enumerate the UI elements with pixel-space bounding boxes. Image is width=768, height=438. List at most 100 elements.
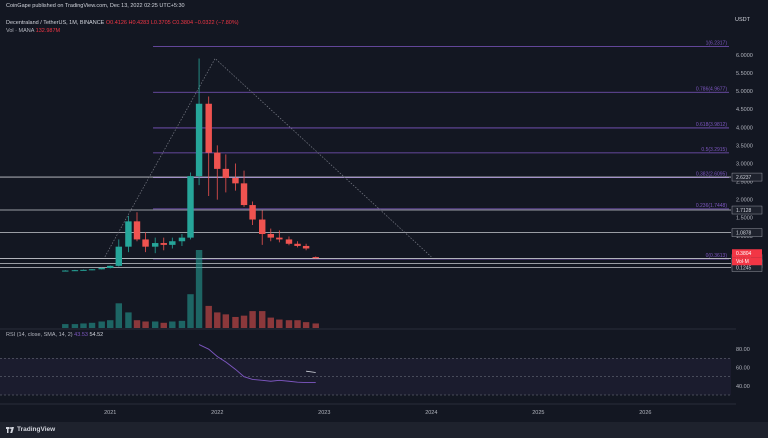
volume-bar	[267, 317, 274, 328]
level-price-tag	[731, 205, 763, 215]
level-price-label: 0.1245	[736, 265, 752, 271]
volume-bar	[62, 324, 69, 328]
price-axis-tick: 5.5000	[736, 71, 753, 77]
level-price-label: 1.7128	[736, 208, 752, 214]
volume-bar	[142, 321, 149, 328]
candle-body	[169, 241, 176, 245]
candle-body	[232, 177, 239, 184]
current-price-label: 0.3804	[736, 251, 752, 257]
fib-level-label: 0.236(1.7448)	[696, 203, 727, 209]
volume-bar	[249, 311, 256, 328]
time-axis-tick: 2026	[639, 410, 651, 416]
fib-level-label: 0.382(2.6095)	[696, 172, 727, 178]
candle-body	[214, 152, 221, 169]
candle-body	[98, 268, 105, 270]
volume-label: Vol · MANA	[6, 28, 35, 34]
tradingview-logo-icon	[6, 427, 14, 433]
volume-bar	[187, 294, 194, 328]
volume-bar	[125, 312, 132, 328]
fib-level-label: 1(6.2317)	[706, 41, 728, 47]
price-axis-tick: 2.0000	[736, 198, 753, 204]
footer-brand: TradingView	[17, 426, 56, 433]
rsi-axis-tick: 40.00	[736, 384, 750, 390]
volume-bar	[160, 322, 167, 328]
price-chart[interactable]: 6.0000 5.5000 5.0000 4.5000 4.0000 3.5000 3.00…	[0, 0, 768, 422]
candle-body	[276, 237, 283, 240]
volume-bar	[276, 319, 283, 328]
currency-label: USDT	[735, 17, 750, 23]
candle-body	[222, 168, 230, 178]
candle-body	[115, 246, 123, 266]
rsi-value: 43.53	[74, 332, 88, 338]
projection-path	[104, 57, 432, 258]
candle-body	[249, 205, 256, 220]
rsi-axis-tick: 80.00	[736, 347, 750, 353]
volume-bar	[240, 315, 248, 328]
volume-bar	[285, 320, 293, 328]
candle-body	[160, 243, 167, 245]
volume-bar	[214, 312, 221, 328]
rsi-line	[198, 344, 316, 384]
candle-body	[107, 265, 114, 269]
rsi-legend[interactable]: RSI (14, close, SMA, 14, 2) 43.53 54.52	[6, 332, 103, 339]
time-axis-tick: 2021	[104, 410, 116, 416]
volume-bar	[302, 322, 310, 328]
price-axis-tick: 6.0000	[736, 53, 753, 59]
volume-tag	[732, 257, 762, 266]
rsi-label: RSI (14, close, SMA, 14, 2)	[6, 332, 73, 338]
candle-body	[125, 221, 132, 247]
time-axis-tick: 2022	[211, 410, 223, 416]
fib-level-label: 0(0.3613)	[706, 253, 728, 259]
volume-legend[interactable]: Vol · MANA 132.987M	[6, 28, 60, 35]
rsi-axis-tick: 60.00	[736, 366, 750, 372]
volume-bar	[133, 320, 141, 328]
volume-bar	[205, 305, 212, 328]
symbol-legend[interactable]: Decentraland / TetherUS, 1M, BINANCE O0.…	[6, 20, 239, 27]
candle-body	[187, 176, 194, 238]
price-axis-tick: 4.5000	[736, 107, 753, 113]
footer-bar: TradingView	[0, 422, 768, 438]
volume-bar	[294, 320, 301, 328]
candle-body	[178, 237, 186, 242]
ohlc-values: O0.4126 H0.4283 L0.3705 C0.3804 −0.0322 …	[105, 20, 239, 26]
volume-bar	[115, 303, 123, 328]
price-axis-tick: 4.0000	[736, 125, 753, 131]
price-axis-tick: 5.0000	[736, 89, 753, 95]
fib-level-label: 0.618(3.9812)	[696, 122, 727, 128]
time-axis-tick: 2024	[425, 410, 437, 416]
candle-body	[151, 243, 159, 247]
price-axis-tick: 3.0000	[736, 161, 753, 167]
candle-body	[205, 103, 212, 153]
rsi-sma-line	[306, 370, 316, 373]
volume-bar	[195, 250, 203, 328]
level-price-tag	[731, 228, 763, 237]
candle-body	[285, 239, 293, 244]
fib-level-label: 0.786(4.9677)	[696, 86, 727, 92]
candle-body	[267, 234, 274, 238]
candle-body	[240, 183, 248, 206]
candle-body	[142, 239, 149, 247]
volume-bar	[88, 322, 96, 328]
volume-bar	[98, 321, 105, 328]
current-price-tag	[732, 249, 762, 258]
candle-body	[88, 269, 96, 271]
candle-body	[62, 270, 69, 272]
candle-body	[133, 221, 141, 240]
volume-value: 132.987M	[35, 28, 61, 34]
time-axis-tick: 2023	[318, 410, 330, 416]
volume-bar	[232, 316, 239, 328]
volume-bar	[80, 323, 87, 328]
price-axis-tick: 2.5000	[736, 180, 753, 186]
volume-bar	[222, 314, 230, 328]
candle-body	[294, 243, 301, 246]
volume-bar	[107, 320, 114, 328]
candle-body	[312, 257, 319, 259]
symbol-name: Decentraland / TetherUS, 1M, BINANCE	[6, 20, 105, 26]
level-price-label: 1.0878	[736, 231, 752, 237]
candle-body	[71, 270, 79, 272]
rsi-sma-value: 54.52	[89, 332, 104, 338]
candle-body	[302, 245, 310, 249]
volume-bar	[151, 321, 159, 328]
volume-bar	[312, 323, 319, 328]
